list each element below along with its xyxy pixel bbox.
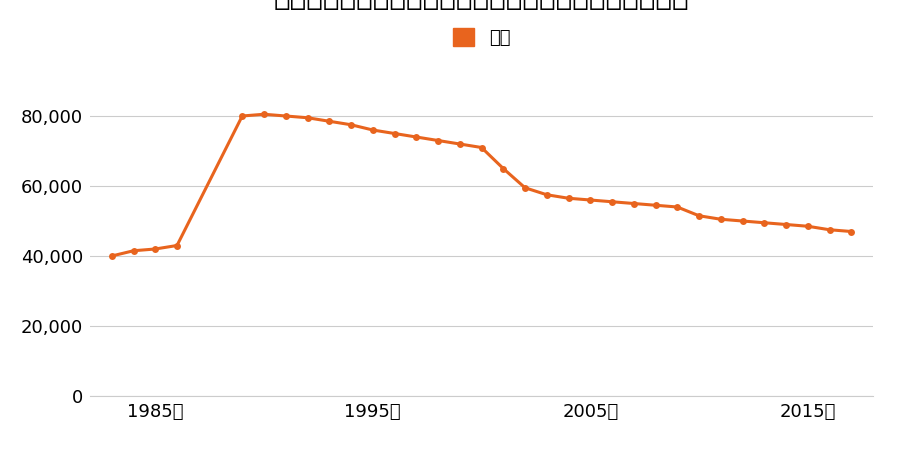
価格 xyxy=(150,246,161,252)
価格 xyxy=(128,248,139,253)
価格 xyxy=(454,141,465,147)
価格 xyxy=(476,145,487,150)
価格 xyxy=(585,197,596,202)
Legend: 価格: 価格 xyxy=(446,21,518,54)
Title: 三重県四日市市あさけが丘１丁目１番１１７の地価推移: 三重県四日市市あさけが丘１丁目１番１１７の地価推移 xyxy=(274,0,689,11)
価格 xyxy=(346,122,356,127)
価格 xyxy=(433,138,444,143)
価格 xyxy=(803,224,814,229)
価格 xyxy=(389,131,400,136)
価格 xyxy=(367,127,378,133)
価格 xyxy=(716,216,726,222)
価格 xyxy=(542,192,553,198)
Line: 価格: 価格 xyxy=(108,111,855,260)
価格 xyxy=(237,113,248,119)
価格 xyxy=(628,201,639,206)
価格 xyxy=(172,243,183,248)
価格 xyxy=(824,227,835,233)
価格 xyxy=(411,134,422,140)
価格 xyxy=(672,204,683,210)
価格 xyxy=(302,115,313,121)
価格 xyxy=(694,213,705,218)
価格 xyxy=(607,199,617,204)
価格 xyxy=(759,220,769,225)
価格 xyxy=(780,222,791,227)
価格 xyxy=(106,253,117,259)
価格 xyxy=(258,112,269,117)
価格 xyxy=(324,118,335,124)
価格 xyxy=(498,166,508,171)
価格 xyxy=(650,202,661,208)
価格 xyxy=(281,113,292,119)
価格 xyxy=(519,185,530,190)
価格 xyxy=(846,229,857,234)
価格 xyxy=(737,218,748,224)
価格 xyxy=(563,196,574,201)
